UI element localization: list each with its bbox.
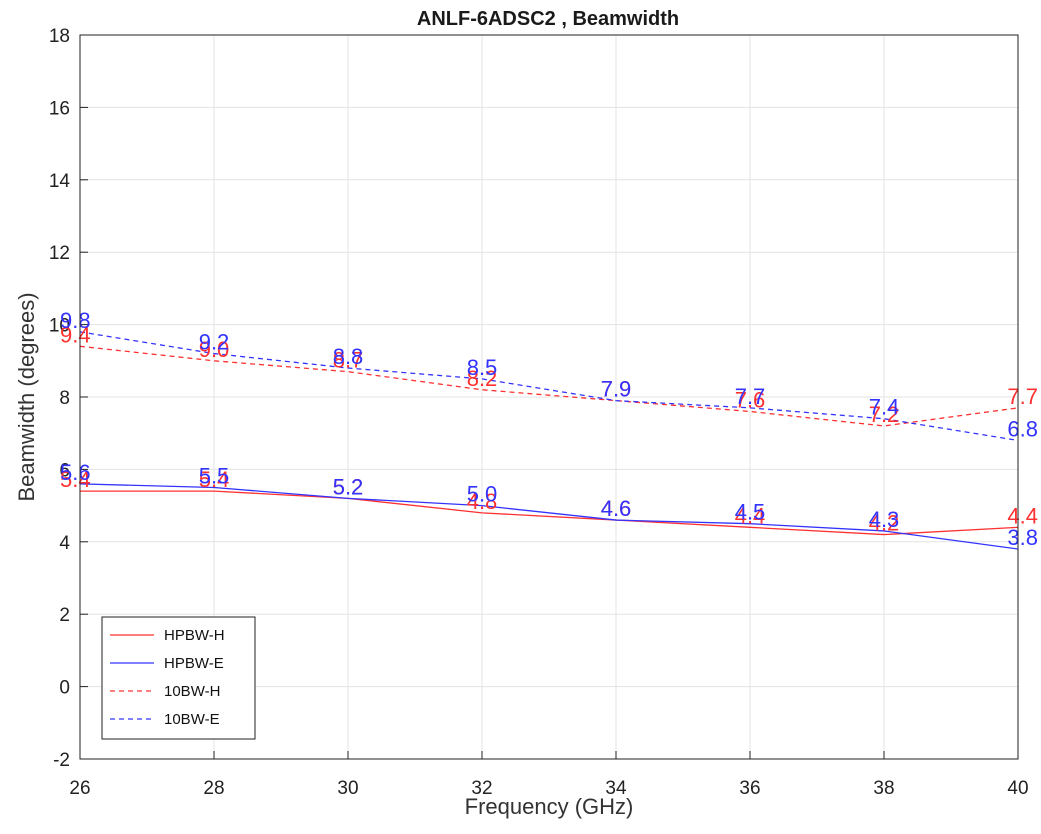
x-tick-label: 36 [739,778,760,799]
x-tick-label: 38 [873,778,894,799]
data-label: 9.8 [60,308,91,333]
data-label: 8.5 [467,355,498,380]
series-lines [79,331,1019,550]
data-label: 7.7 [1007,384,1038,409]
y-tick-label: 8 [59,388,70,409]
y-tick-label: 4 [59,533,70,554]
x-tick-label: 30 [337,778,358,799]
axis-ticks: 26 28 30 32 34 36 38 40 -2 0 2 4 6 8 10 12 14 16 18 [49,26,1029,799]
data-label: 6.8 [1007,416,1038,441]
x-axis-label: Frequency (GHz) [465,794,634,819]
data-label: 4.3 [869,507,900,532]
data-label: 7.6 [735,387,766,412]
y-axis-label: Beamwidth (degrees) [14,292,39,501]
plot-frame [79,34,1019,760]
x-tick-label: 40 [1007,778,1028,799]
x-tick-label: 28 [203,778,224,799]
y-tick-label: 10 [49,316,70,337]
data-label: 5.2 [333,474,364,499]
series-line-10bw-h [79,345,1019,427]
legend-box [101,616,256,740]
data-label: 4.5 [735,500,766,525]
data-label: 4.2 [869,511,900,536]
y-tick-label: 2 [59,605,70,626]
data-label: 7.9 [601,377,632,402]
data-label: 9.0 [199,337,230,362]
legend-entry: 10BW-E [164,711,220,728]
grid-lines [79,34,1019,760]
data-label: 7.2 [869,402,900,427]
data-label: 8.8 [333,344,364,369]
data-label: 5.2 [333,474,364,499]
x-tick-label: 32 [471,778,492,799]
chart-title: ANLF-6ADSC2 , Beamwidth [417,8,679,30]
data-labels: 5.4 5.4 5.24.8 4.6 4.4 4.2 4.45.6 5.5 5.2 5.04.6 4… [60,308,1038,550]
x-tick-label: 26 [69,778,90,799]
y-tick-label: -2 [53,750,70,771]
data-label: 5.0 [467,482,498,507]
y-tick-label: 16 [49,98,70,119]
data-label: 4.8 [467,489,498,514]
data-label: 5.4 [199,467,230,492]
data-label: 7.7 [735,384,766,409]
data-label: 8.2 [467,366,498,391]
y-tick-label: 14 [49,171,71,192]
data-label: 9.2 [199,330,230,355]
series-line-hpbw-e [79,483,1019,550]
legend-entry: 10BW-H [164,683,220,700]
y-tick-label: 18 [49,26,70,47]
data-label: 5.5 [199,464,230,489]
y-tick-label: 12 [49,243,70,264]
data-label: 4.4 [1007,503,1038,528]
data-label: 3.8 [1007,525,1038,550]
data-label: 7.9 [601,377,632,402]
legend-entry: HPBW-H [164,627,225,644]
data-label: 5.6 [60,460,91,485]
y-tick-label: 0 [59,678,70,699]
series-line-10bw-e [79,331,1019,442]
data-label: 9.4 [60,322,91,347]
data-label: 7.4 [869,395,900,420]
data-label: 4.4 [735,503,766,528]
y-tick-label: 6 [59,460,70,481]
data-label: 4.6 [601,496,632,521]
series-line-hpbw-h [80,490,1019,536]
legend: HPBW-H HPBW-E 10BW-H 10BW-E [101,616,256,740]
data-label: 5.4 [60,467,91,492]
data-label: 8.7 [333,348,364,373]
data-label: 4.6 [601,496,632,521]
legend-entry: HPBW-E [164,655,224,672]
x-tick-label: 34 [605,778,627,799]
